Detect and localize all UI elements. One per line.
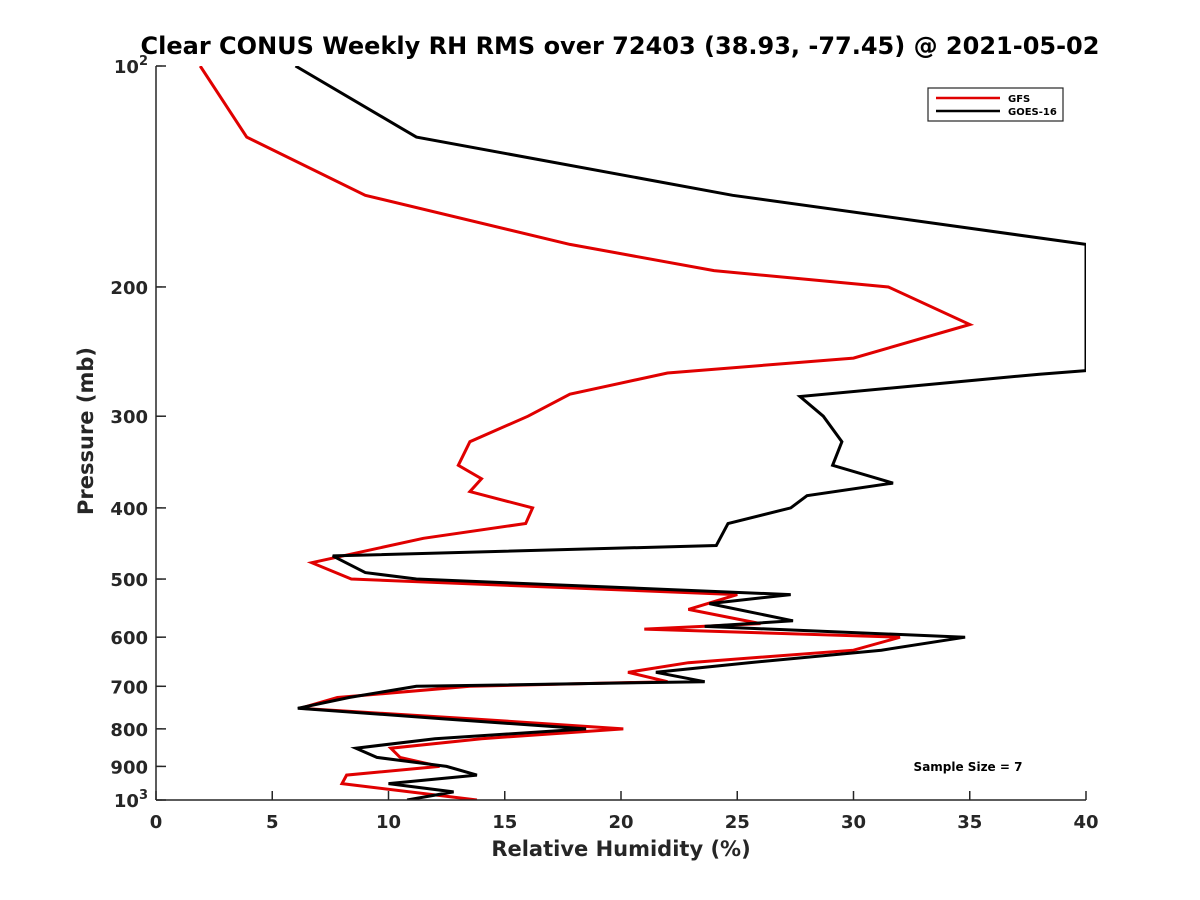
y-tick-exponent: 3 (139, 788, 148, 803)
y-tick-label: 700 (110, 677, 148, 698)
x-tick-label: 40 (1073, 812, 1098, 833)
legend-box (927, 87, 1064, 122)
legend: GFS GOES-16 (927, 87, 1064, 122)
legend-label: GOES-16 (1008, 107, 1057, 118)
y-tick-label: 400 (110, 499, 148, 520)
y-tick-label: 200 (110, 278, 148, 299)
series-line-gfs (198, 66, 975, 800)
y-tick-label: 600 (110, 628, 148, 649)
x-tick-label: 25 (725, 812, 750, 833)
chart-title: Clear CONUS Weekly RH RMS over 72403 (38… (141, 32, 1100, 60)
x-tick-label: 30 (841, 812, 866, 833)
y-axis-label: Pressure (mb) (74, 347, 98, 515)
y-tick-exponent: 2 (139, 54, 148, 69)
x-tick-label: 5 (266, 812, 279, 833)
series-line-goes-16 (294, 66, 1086, 800)
ticks-layer: 0 5 10 15 20 25 30 35 40102200300400500600700800… (110, 54, 1098, 833)
x-tick-label: 35 (957, 812, 982, 833)
legend-label: GFS (1008, 94, 1030, 105)
x-tick-label: 10 (376, 812, 401, 833)
y-tick-label: 300 (110, 407, 148, 428)
y-tick-label: 103 (114, 788, 148, 812)
x-tick-label: 20 (608, 812, 633, 833)
y-tick-label: 500 (110, 570, 148, 591)
y-tick-label: 900 (110, 757, 148, 778)
x-tick-label: 15 (492, 812, 517, 833)
plot-area (156, 66, 1086, 800)
x-axis-label: Relative Humidity (%) (491, 837, 750, 861)
sample-size-annotation: Sample Size = 7 (914, 760, 1023, 774)
x-tick-label: 0 (150, 812, 163, 833)
series-layer (198, 66, 1086, 800)
y-tick-label: 800 (110, 720, 148, 741)
